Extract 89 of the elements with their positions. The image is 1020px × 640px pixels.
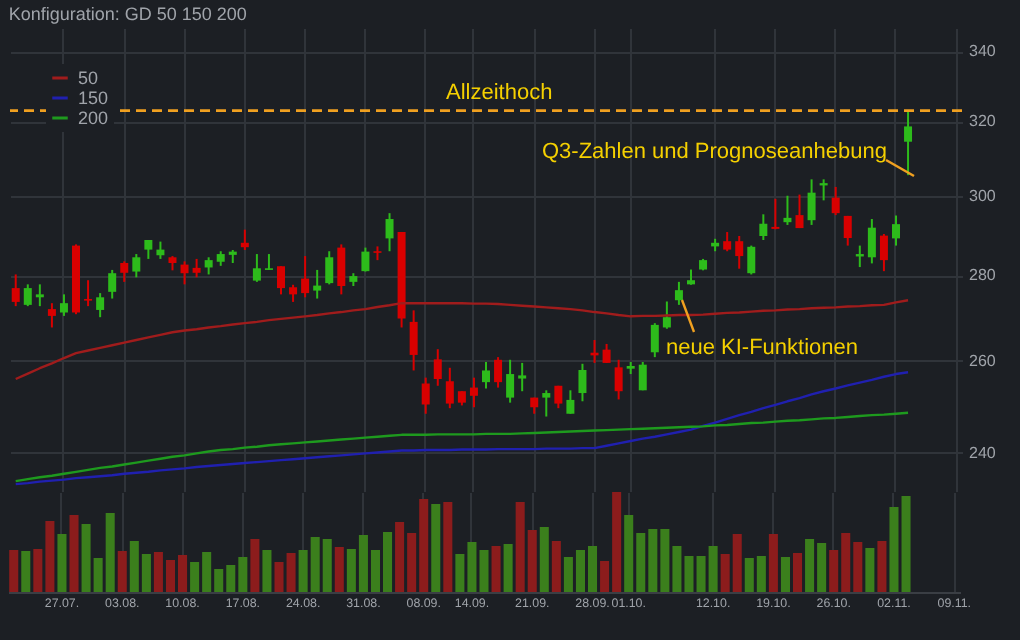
bar xyxy=(443,502,453,592)
legend-label: 50 xyxy=(78,68,99,88)
candlestick xyxy=(795,193,804,230)
candlestick xyxy=(831,185,840,217)
line-series xyxy=(14,371,910,486)
candlestick xyxy=(180,260,189,286)
candlestick xyxy=(518,361,527,393)
candlestick xyxy=(843,214,852,247)
bar xyxy=(768,534,778,592)
candlestick xyxy=(662,300,671,330)
y-tick-label: 240 xyxy=(969,443,997,462)
candlestick xyxy=(96,292,105,319)
line-series xyxy=(14,298,910,381)
candlestick xyxy=(469,376,478,409)
candlestick xyxy=(277,265,286,296)
candlestick xyxy=(301,255,310,299)
legend-label: 150 xyxy=(78,88,109,108)
candlestick xyxy=(735,235,744,270)
candlestick xyxy=(59,293,68,317)
candlestick xyxy=(771,197,780,231)
y-tick-label: 320 xyxy=(969,112,997,131)
candlestick xyxy=(747,244,756,276)
candlestick xyxy=(132,253,141,279)
candlestick xyxy=(879,233,888,273)
candlestick xyxy=(361,246,370,273)
candlestick xyxy=(252,253,261,283)
candlestick xyxy=(723,231,732,253)
y-tick-label: 340 xyxy=(969,42,997,61)
candlestick xyxy=(542,389,551,418)
candlestick xyxy=(11,273,20,308)
candlestick xyxy=(35,283,44,308)
ref-line-label: Allzeithoch xyxy=(446,80,553,105)
candlestick xyxy=(325,250,334,286)
candlestick xyxy=(904,109,913,177)
candlestick xyxy=(674,280,683,306)
candlestick xyxy=(108,268,117,300)
candlestick xyxy=(783,194,792,226)
bar xyxy=(792,553,803,592)
candlestick xyxy=(638,361,647,392)
candlestick xyxy=(421,376,430,415)
candlestick xyxy=(84,279,93,308)
candlestick xyxy=(650,322,659,359)
y-tick-label: 280 xyxy=(969,266,997,285)
candlestick xyxy=(23,283,32,308)
candlestick xyxy=(867,218,876,265)
chart-subtitle: Konfiguration: GD 50 150 200 xyxy=(8,4,247,24)
bar xyxy=(431,504,441,592)
line-series xyxy=(14,411,910,483)
candlestick xyxy=(144,239,153,260)
candlestick xyxy=(313,268,322,300)
bar xyxy=(539,527,549,592)
bar xyxy=(551,541,561,592)
bar xyxy=(69,515,79,592)
legend-label: 200 xyxy=(78,108,109,128)
candlestick xyxy=(578,362,587,403)
bar xyxy=(250,539,260,592)
candlestick xyxy=(47,302,56,329)
candlestick xyxy=(759,213,768,241)
bar xyxy=(491,546,501,592)
candlestick xyxy=(337,243,346,296)
candlestick xyxy=(120,260,129,283)
bar xyxy=(780,557,790,592)
candlestick xyxy=(506,358,515,404)
candlestick xyxy=(240,228,249,252)
bar xyxy=(865,548,875,592)
candlestick xyxy=(433,348,442,387)
bar xyxy=(262,550,272,592)
annotation: Q3-Zahlen und Prognoseanhebung xyxy=(542,140,887,164)
bar xyxy=(117,551,127,592)
bar xyxy=(57,534,67,592)
candlestick xyxy=(482,361,490,390)
candlestick xyxy=(891,214,900,247)
candlestick xyxy=(494,356,503,389)
candlestick xyxy=(385,212,394,253)
candlestick xyxy=(807,178,816,226)
candlestick xyxy=(409,309,418,372)
candlestick xyxy=(192,257,201,279)
annotation: neue KI-Funktionen xyxy=(666,336,859,360)
bar xyxy=(21,551,31,592)
bar xyxy=(503,544,513,592)
y-tick-label: 260 xyxy=(969,351,997,370)
y-tick-label: 300 xyxy=(969,186,997,205)
candlestick xyxy=(566,389,575,415)
bar xyxy=(9,550,19,592)
bar xyxy=(334,547,344,592)
candlestick xyxy=(602,342,611,364)
candlestick xyxy=(614,358,623,401)
bar xyxy=(877,541,887,592)
candlestick xyxy=(445,366,454,410)
